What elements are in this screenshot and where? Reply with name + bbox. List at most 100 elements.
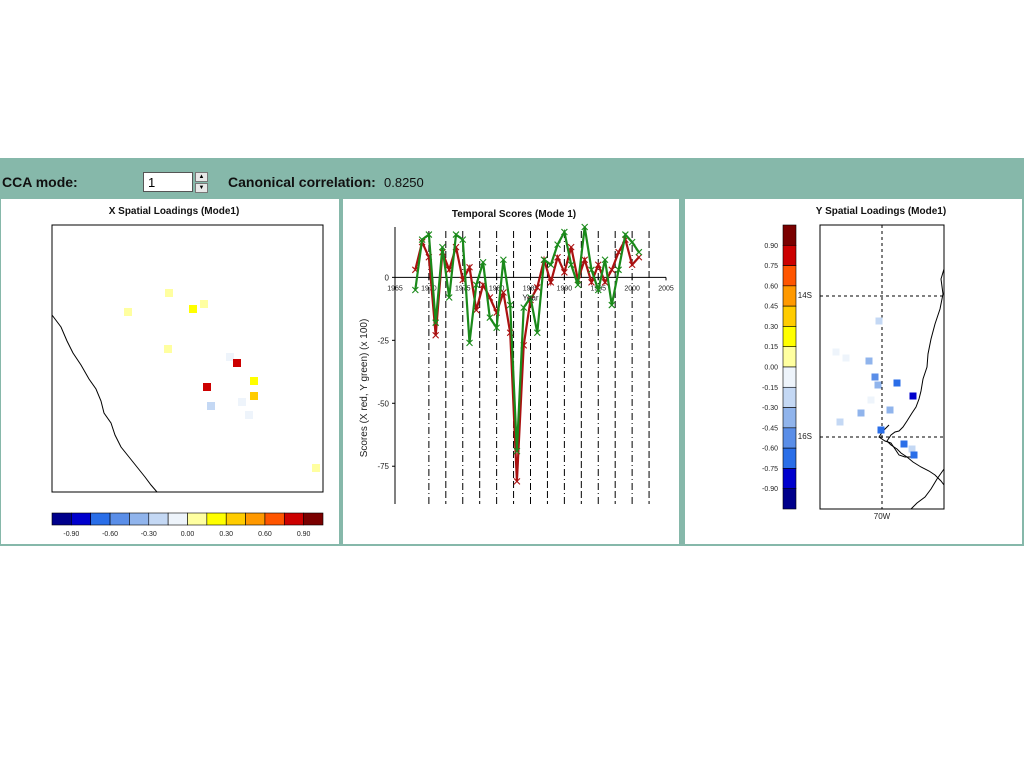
series-point-y <box>479 258 487 266</box>
y-loading-point <box>908 445 916 453</box>
series-point-y <box>567 261 575 269</box>
x-colorbar-cell <box>109 512 130 526</box>
x-spatial-svg: X Spatial Loadings (Mode1) -0.90 -0.60 -0.… <box>51 206 324 538</box>
y-loading-point <box>865 357 873 365</box>
temporal-series <box>411 223 643 485</box>
y-coastline-south <box>910 468 945 510</box>
x-spatial-panel: X Spatial Loadings (Mode1) -0.90 -0.60 -0.… <box>1 199 339 544</box>
temporal-ylabel: Scores (X red, Y green) (x 100) <box>359 319 370 458</box>
temporal-panel: Temporal Scores (Mode 1) Scores (X red, … <box>343 199 679 544</box>
series-point-y <box>520 304 528 311</box>
series-point-y <box>486 314 494 322</box>
y-loading-point <box>910 451 918 459</box>
temporal-title: Temporal Scores (Mode 1) <box>452 209 576 220</box>
y-loading-point <box>893 379 901 387</box>
series-point-y <box>554 241 561 249</box>
temporal-xtick-label: 2000 <box>624 285 640 292</box>
x-loading-point <box>250 392 258 400</box>
x-colorbar-cell <box>245 512 266 526</box>
x-colorbar-cell <box>187 512 208 526</box>
x-loading-point <box>233 359 241 367</box>
y-panel-title: Y Spatial Loadings (Mode1) <box>816 206 946 217</box>
series-point-y <box>506 301 514 309</box>
y-loading-point <box>832 348 840 356</box>
cca-mode-spinner: ▲ ▼ <box>143 172 208 194</box>
x-loading-point <box>203 383 211 391</box>
x-loading-point <box>245 411 253 419</box>
spin-down-button[interactable]: ▼ <box>195 183 208 193</box>
series-point-x <box>547 279 555 286</box>
x-colorbar-label: 0.60 <box>258 531 272 538</box>
series-point-y <box>439 243 446 251</box>
y-colorbar-cell <box>782 386 797 408</box>
x-colorbar-cell <box>206 512 227 526</box>
x-loading-point <box>164 345 172 353</box>
series-line-y <box>414 226 640 452</box>
temporal-xtick-label: 1975 <box>455 285 471 292</box>
temporal-xtick-label: 1970 <box>421 285 437 292</box>
x-colorbar-cell <box>167 512 188 526</box>
y-lake-shore <box>878 424 916 458</box>
y-loading-point <box>842 354 850 362</box>
temporal-xtick-label: 1985 <box>523 285 539 292</box>
y-colorbar: 0.90 0.75 0.60 0.45 0.30 0.15 0.00 -0.15 -0.30 -0… <box>762 224 797 510</box>
x-colorbar-cell <box>283 512 304 526</box>
y-colorbar-label: -0.45 <box>762 425 778 432</box>
y-colorbar-label: -0.75 <box>762 466 778 473</box>
x-loading-point <box>238 398 246 406</box>
y-colorbar-label: -0.15 <box>762 385 778 392</box>
temporal-xtick-label: 2005 <box>658 285 674 292</box>
series-point-y <box>560 228 568 236</box>
cca-mode-input[interactable] <box>143 172 193 192</box>
series-point-y <box>445 294 453 301</box>
y-colorbar-cell <box>782 326 797 348</box>
y-loading-point <box>871 373 879 381</box>
y-loading-point <box>867 396 875 404</box>
y-loading-point <box>857 409 865 417</box>
canonical-correlation-value: 0.8250 <box>384 175 424 190</box>
y-loading-point <box>875 317 883 325</box>
y-loading-point <box>836 418 844 426</box>
y-colorbar-label: 0.15 <box>764 344 778 351</box>
y-loading-point <box>909 392 917 400</box>
series-point-y <box>452 231 460 238</box>
series-point-y <box>466 339 473 347</box>
series-point-y <box>615 266 622 274</box>
y-colorbar-label: 0.75 <box>764 263 778 270</box>
y-colorbar-label: 0.30 <box>764 324 778 331</box>
spin-up-button[interactable]: ▲ <box>195 172 208 182</box>
y-loading-points <box>832 317 918 459</box>
temporal-svg: Temporal Scores (Mode 1) Scores (X red, … <box>359 209 674 504</box>
x-loading-point <box>312 464 320 472</box>
series-point-y <box>581 223 589 231</box>
x-colorbar-label: -0.30 <box>141 531 157 538</box>
y-colorbar-label: -0.60 <box>762 446 778 453</box>
y-loading-point <box>900 440 908 448</box>
y-colorbar-label: 0.90 <box>764 243 778 250</box>
series-point-y <box>493 324 501 332</box>
x-loading-point <box>250 377 258 385</box>
y-colorbar-label: 0.45 <box>764 304 778 311</box>
y-spatial-svg: Y Spatial Loadings (Mode1) 0.900.750.600… <box>762 206 946 521</box>
series-point-y <box>472 281 480 289</box>
series-point-y <box>588 266 595 274</box>
x-colorbar: -0.90 -0.60 -0.30 0.00 0.30 0.60 0.90 <box>51 512 324 538</box>
x-colorbar-cell <box>148 512 169 526</box>
y-colorbar-cell <box>782 366 797 388</box>
temporal-ytick-label: -25 <box>377 336 389 345</box>
series-point-y <box>594 286 602 294</box>
series-point-x <box>635 253 643 261</box>
temporal-xlabel: Year <box>522 293 539 302</box>
x-colorbar-cell <box>51 512 72 526</box>
series-point-y <box>513 447 521 455</box>
x-coastline <box>51 314 158 493</box>
series-point-y <box>547 261 555 269</box>
x-colorbar-cell <box>71 512 92 526</box>
y-colorbar-label: -0.90 <box>762 486 778 493</box>
series-point-x <box>513 477 521 485</box>
temporal-xtick-label: 1980 <box>489 285 505 292</box>
series-point-x <box>594 261 602 269</box>
cca-mode-label: CCA mode: <box>2 174 78 190</box>
temporal-ytick-label: -50 <box>377 399 389 408</box>
